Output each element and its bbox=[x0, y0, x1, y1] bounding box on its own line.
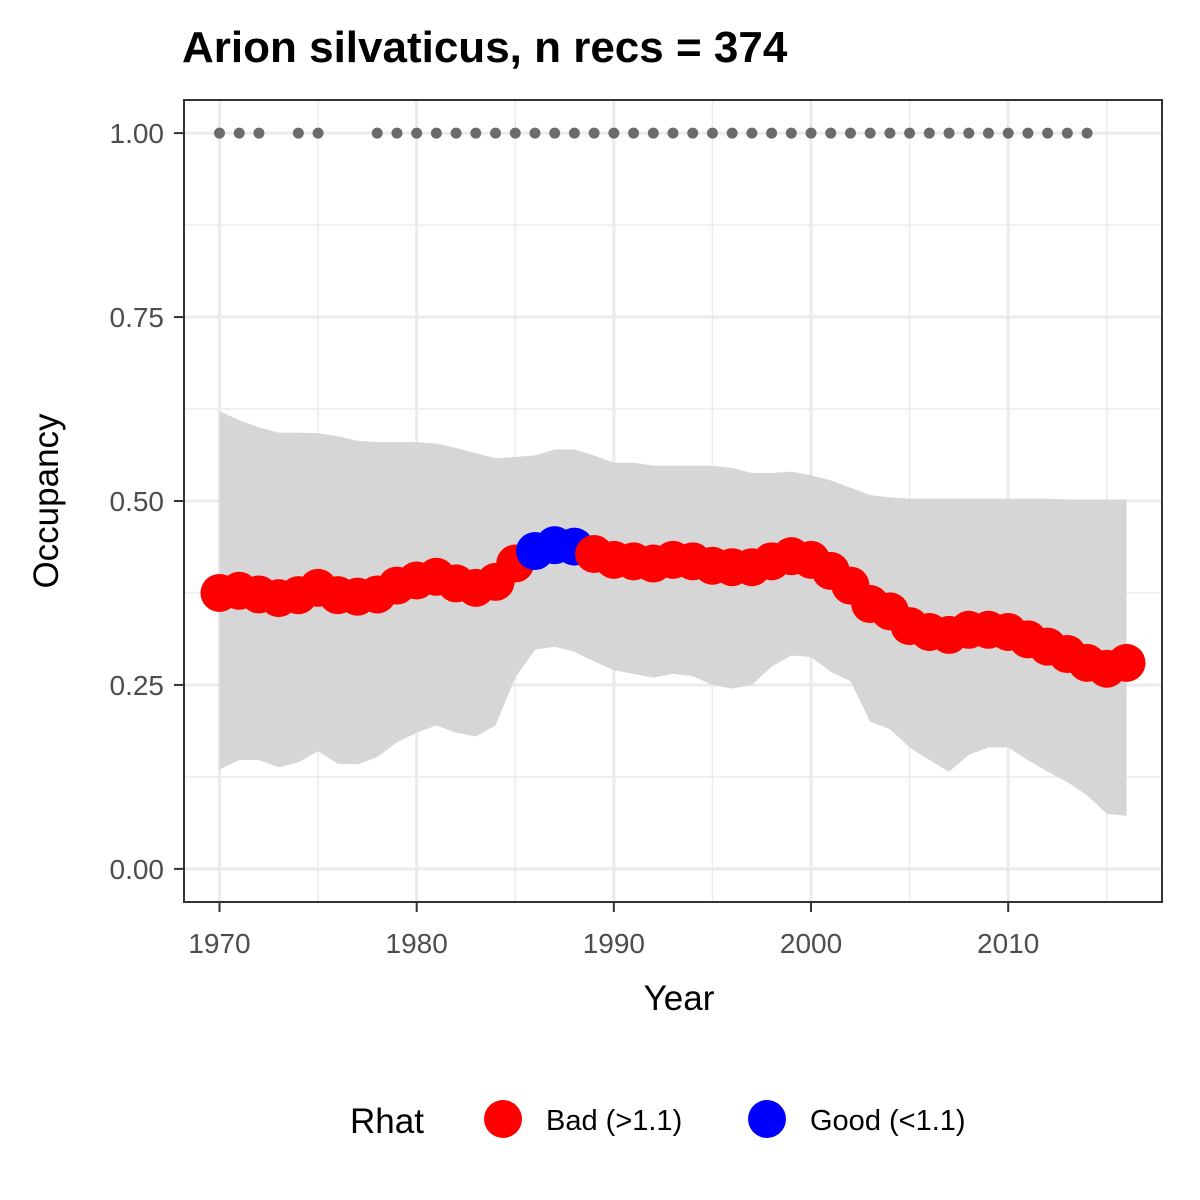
legend-title: Rhat bbox=[350, 1102, 424, 1141]
y-axis-title: Occupancy bbox=[27, 413, 66, 589]
occupancy-point bbox=[1107, 643, 1146, 682]
record-marker bbox=[982, 127, 994, 139]
record-marker bbox=[766, 127, 778, 139]
y-tick-label: 0.50 bbox=[110, 486, 165, 517]
record-marker bbox=[608, 127, 620, 139]
occupancy-points bbox=[200, 526, 1146, 688]
y-tick-label: 1.00 bbox=[110, 118, 165, 149]
record-marker bbox=[844, 127, 856, 139]
record-marker bbox=[213, 127, 225, 139]
record-marker bbox=[726, 127, 738, 139]
record-marker bbox=[825, 127, 837, 139]
record-markers bbox=[213, 127, 1093, 139]
record-marker bbox=[706, 127, 718, 139]
record-marker bbox=[430, 127, 442, 139]
record-marker bbox=[371, 127, 383, 139]
x-tick-label: 2010 bbox=[977, 928, 1039, 959]
record-marker bbox=[1002, 127, 1014, 139]
legend-swatch-bad bbox=[484, 1100, 522, 1138]
record-marker bbox=[1042, 127, 1054, 139]
record-marker bbox=[943, 127, 955, 139]
x-axis: 1970 1980 1990 2000 2010 bbox=[188, 902, 1039, 959]
record-marker bbox=[864, 127, 876, 139]
record-marker bbox=[687, 127, 699, 139]
y-tick-label: 0.00 bbox=[110, 854, 165, 885]
confidence-ribbon bbox=[219, 411, 1127, 816]
legend-label-bad: Bad (>1.1) bbox=[546, 1105, 682, 1137]
chart-title: Arion silvaticus, n recs = 374 bbox=[182, 23, 788, 72]
record-marker bbox=[628, 127, 640, 139]
plot-panel bbox=[183, 99, 1163, 903]
record-marker bbox=[549, 127, 561, 139]
x-axis-title: Year bbox=[644, 979, 715, 1018]
record-marker bbox=[568, 127, 580, 139]
legend-label-good: Good (<1.1) bbox=[810, 1105, 966, 1137]
record-marker bbox=[923, 127, 935, 139]
x-tick-label: 1980 bbox=[386, 928, 448, 959]
record-marker bbox=[746, 127, 758, 139]
record-marker bbox=[470, 127, 482, 139]
record-marker bbox=[1061, 127, 1073, 139]
record-marker bbox=[647, 127, 659, 139]
x-tick-label: 1970 bbox=[188, 928, 250, 959]
legend-swatch-good bbox=[748, 1100, 786, 1138]
record-marker bbox=[805, 127, 817, 139]
record-marker bbox=[450, 127, 462, 139]
x-tick-label: 1990 bbox=[583, 928, 645, 959]
record-marker bbox=[1022, 127, 1034, 139]
record-marker bbox=[253, 127, 265, 139]
y-axis: 0.00 0.25 0.50 0.75 1.00 bbox=[110, 118, 184, 885]
record-marker bbox=[785, 127, 797, 139]
y-tick-label: 0.75 bbox=[110, 302, 165, 333]
record-marker bbox=[1081, 127, 1093, 139]
record-marker bbox=[904, 127, 916, 139]
legend: Rhat Bad (>1.1) Good (<1.1) bbox=[350, 1100, 966, 1141]
record-marker bbox=[884, 127, 896, 139]
record-marker bbox=[391, 127, 403, 139]
x-tick-label: 2000 bbox=[780, 928, 842, 959]
record-marker bbox=[233, 127, 245, 139]
record-marker bbox=[312, 127, 324, 139]
record-marker bbox=[411, 127, 423, 139]
record-marker bbox=[509, 127, 521, 139]
record-marker bbox=[292, 127, 304, 139]
record-marker bbox=[667, 127, 679, 139]
record-marker bbox=[963, 127, 975, 139]
record-marker bbox=[490, 127, 502, 139]
y-tick-label: 0.25 bbox=[110, 670, 165, 701]
record-marker bbox=[529, 127, 541, 139]
record-marker bbox=[588, 127, 600, 139]
